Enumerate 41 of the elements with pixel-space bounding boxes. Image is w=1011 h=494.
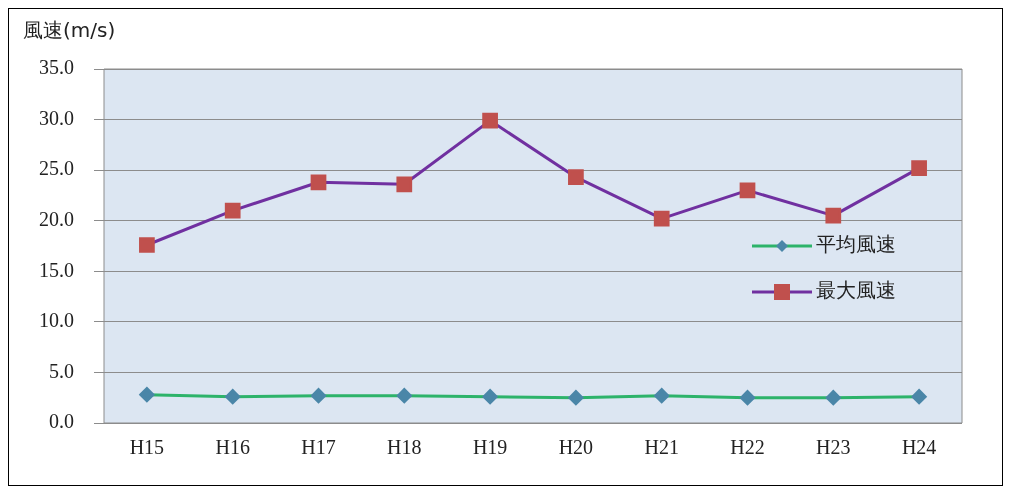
x-tick-label: H20 — [558, 436, 594, 459]
point — [139, 387, 155, 403]
y-tick-label: 30.0 — [39, 106, 74, 129]
point — [310, 174, 327, 191]
x-tick-label: H23 — [816, 436, 851, 459]
point — [396, 176, 413, 193]
x-tick-label: H16 — [215, 436, 250, 459]
x-tick-label: H19 — [472, 436, 508, 459]
point — [225, 389, 241, 405]
point — [654, 388, 670, 404]
point — [568, 169, 584, 186]
y-tick-label: 20.0 — [39, 207, 74, 230]
y-tick-label: 25.0 — [39, 157, 74, 180]
x-tick-label: H24 — [901, 436, 937, 459]
point — [224, 202, 241, 219]
x-tick-label: H18 — [387, 436, 422, 459]
point — [482, 389, 498, 405]
y-tick-label: 15.0 — [39, 258, 74, 281]
x-tick-label: H17 — [301, 436, 336, 459]
y-tick-label: 5.0 — [49, 359, 74, 382]
point — [139, 237, 155, 253]
point — [653, 210, 670, 227]
y-tick-label: 35.0 — [39, 56, 74, 79]
point — [825, 207, 842, 224]
point — [482, 112, 498, 129]
point — [311, 388, 326, 404]
legend-label: 最大風速 — [816, 278, 896, 303]
y-tick-label: 0.0 — [49, 410, 74, 433]
point — [911, 160, 927, 176]
x-tick-label: H22 — [730, 436, 765, 459]
point — [740, 390, 755, 406]
point — [396, 388, 412, 404]
point — [568, 390, 584, 406]
x-tick-label: H21 — [644, 436, 679, 459]
y-axis-title: 風速(m/s) — [23, 17, 116, 44]
legend-label: 平均風速 — [816, 232, 896, 257]
point — [911, 389, 927, 405]
x-tick-label: H15 — [129, 436, 165, 459]
point — [739, 182, 756, 199]
y-tick-label: 10.0 — [39, 309, 74, 332]
point — [825, 390, 841, 406]
